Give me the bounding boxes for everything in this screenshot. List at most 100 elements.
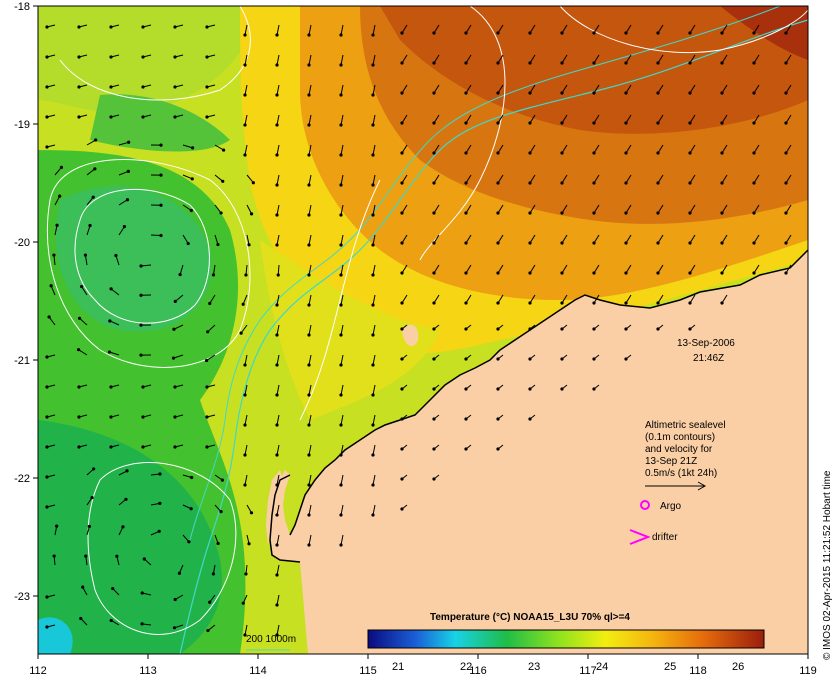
- velocity-arrowhead: [432, 447, 436, 451]
- velocity-arrowhead: [528, 211, 532, 215]
- velocity-arrowhead: [275, 213, 279, 217]
- velocity-arrowhead: [560, 387, 564, 391]
- velocity-arrow: [50, 285, 56, 296]
- colorbar-tick: 22: [460, 661, 472, 673]
- velocity-arrow: [182, 144, 193, 149]
- velocity-arrowhead: [720, 121, 724, 125]
- velocity-arrowhead: [216, 242, 220, 247]
- velocity-arrowhead: [55, 524, 59, 528]
- velocity-arrow: [214, 234, 219, 245]
- velocity-arrowhead: [275, 483, 279, 487]
- velocity-arrow: [276, 54, 280, 66]
- velocity-arrowhead: [339, 483, 343, 487]
- velocity-arrow: [276, 534, 280, 546]
- velocity-arrowhead: [464, 357, 468, 361]
- lat-tick-label: -18: [14, 1, 30, 13]
- velocity-arrowhead: [142, 557, 146, 561]
- velocity-arrowhead: [496, 181, 500, 185]
- isobath-label: 200 1000m: [246, 634, 296, 645]
- velocity-arrowhead: [81, 585, 85, 589]
- velocity-arrow: [340, 84, 344, 96]
- velocity-arrowhead: [172, 626, 177, 630]
- sealevel-contour-north: [59, 6, 251, 101]
- velocity-arrowhead: [307, 153, 311, 157]
- velocity-arrow: [277, 264, 280, 276]
- velocity-arrowhead: [496, 31, 500, 35]
- velocity-arrowhead: [432, 31, 436, 35]
- velocity-arrowhead: [464, 91, 468, 95]
- velocity-arrowhead: [205, 85, 209, 89]
- velocity-arrowhead: [592, 241, 596, 245]
- velocity-arrowhead: [275, 33, 279, 37]
- velocity-arrow: [372, 24, 376, 36]
- velocity-arrowhead: [339, 423, 343, 427]
- velocity-arrow: [276, 114, 280, 126]
- velocity-arrowhead: [84, 554, 88, 558]
- velocity-arrowhead: [688, 211, 692, 215]
- velocity-arrow: [308, 354, 312, 366]
- sealevel-contour-ne-2: [559, 6, 808, 53]
- date-label: 13-Sep-2006: [677, 338, 735, 349]
- velocity-arrow: [54, 225, 58, 236]
- velocity-arrowhead: [241, 601, 245, 605]
- isobath-1000m: [189, 6, 781, 541]
- velocity-arrow: [340, 264, 344, 276]
- velocity-arrowhead: [159, 203, 163, 207]
- velocity-arrowhead: [307, 483, 311, 487]
- velocity-arrowhead: [624, 357, 628, 361]
- velocity-arrow: [140, 264, 152, 267]
- velocity-arrowhead: [173, 415, 177, 419]
- velocity-arrowhead: [784, 241, 788, 245]
- velocity-arrowhead: [140, 591, 144, 595]
- velocity-arrowhead: [528, 327, 532, 331]
- velocity-arrow: [245, 264, 248, 275]
- velocity-arrowhead: [528, 121, 532, 125]
- velocity-arrowhead: [190, 177, 194, 181]
- velocity-arrowhead: [339, 213, 343, 217]
- velocity-arrowhead: [173, 115, 177, 119]
- colorbar-tick: 24: [596, 661, 608, 673]
- velocity-arrowhead: [400, 387, 404, 391]
- velocity-arrowhead: [560, 211, 564, 215]
- velocity-arrowhead: [752, 271, 756, 275]
- velocity-arrowhead: [307, 213, 311, 217]
- velocity-arrow: [372, 384, 376, 396]
- velocity-arrow: [372, 114, 376, 126]
- drifter-label: drifter: [652, 532, 678, 543]
- velocity-arrowhead: [88, 223, 92, 228]
- velocity-arrow: [372, 414, 376, 426]
- velocity-arrow: [340, 474, 344, 486]
- velocity-arrow: [308, 84, 312, 96]
- velocity-arrowhead: [656, 271, 660, 275]
- velocity-arrowhead: [371, 393, 375, 397]
- velocity-arrow: [242, 294, 248, 305]
- velocity-arrow: [340, 204, 344, 216]
- velocity-arrow: [174, 294, 184, 302]
- velocity-arrowhead: [720, 181, 724, 185]
- velocity-arrowhead: [496, 387, 500, 391]
- colorbar: [367, 629, 765, 649]
- velocity-arrowhead: [339, 333, 343, 337]
- velocity-arrowhead: [688, 301, 692, 305]
- velocity-arrow: [118, 141, 129, 146]
- velocity-arrowhead: [371, 123, 375, 127]
- lat-tick-label: -19: [14, 119, 30, 131]
- velocity-arrowhead: [592, 357, 596, 361]
- velocity-arrowhead: [173, 25, 177, 29]
- velocity-arrowhead: [205, 55, 209, 59]
- velocity-arrow: [79, 317, 88, 326]
- velocity-arrowhead: [464, 211, 468, 215]
- velocity-arrow: [340, 384, 344, 396]
- velocity-arrowhead: [560, 271, 564, 275]
- velocity-arrowhead: [190, 475, 194, 480]
- velocity-arrowhead: [139, 353, 143, 357]
- velocity-arrow: [276, 564, 280, 576]
- velocity-arrow: [240, 324, 248, 334]
- green-band: [90, 94, 230, 152]
- velocity-arrowhead: [464, 271, 468, 275]
- velocity-arrowhead: [528, 241, 532, 245]
- velocity-arrow: [340, 114, 344, 126]
- velocity-arrow: [86, 196, 94, 206]
- velocity-arrowhead: [560, 357, 564, 361]
- velocity-arrowhead: [432, 151, 436, 155]
